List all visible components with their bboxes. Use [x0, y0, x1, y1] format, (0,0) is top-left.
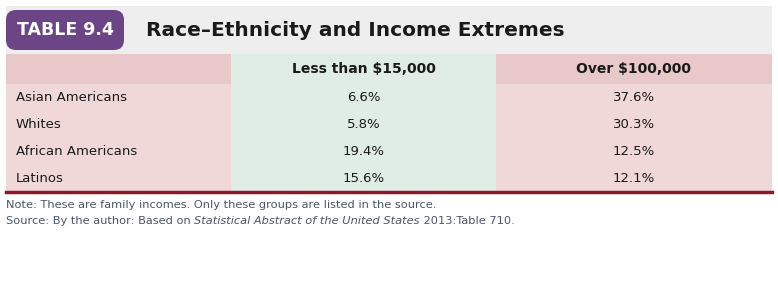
Text: 2013:Table 710.: 2013:Table 710. [420, 216, 514, 226]
FancyBboxPatch shape [6, 10, 124, 50]
Bar [231, 111, 496, 138]
Bar [6, 138, 231, 165]
Bar [6, 54, 231, 84]
Bar [231, 165, 496, 192]
Text: 6.6%: 6.6% [347, 91, 380, 104]
Bar [496, 165, 772, 192]
Bar [231, 138, 496, 165]
Text: Less than $15,000: Less than $15,000 [292, 62, 436, 76]
Text: Note: These are family incomes. Only these groups are listed in the source.: Note: These are family incomes. Only the… [6, 200, 436, 210]
Text: 12.1%: 12.1% [613, 172, 655, 185]
Bar [6, 84, 231, 111]
Text: 37.6%: 37.6% [613, 91, 655, 104]
Text: 30.3%: 30.3% [613, 118, 655, 131]
Text: 15.6%: 15.6% [342, 172, 384, 185]
Bar [6, 111, 231, 138]
Text: African Americans: African Americans [16, 145, 137, 158]
Bar [6, 6, 772, 54]
Text: Over $100,000: Over $100,000 [576, 62, 692, 76]
Bar [496, 54, 772, 84]
Text: 19.4%: 19.4% [342, 145, 384, 158]
Bar [496, 111, 772, 138]
Bar [231, 54, 496, 84]
Bar [496, 138, 772, 165]
Text: Whites: Whites [16, 118, 61, 131]
Text: Asian Americans: Asian Americans [16, 91, 127, 104]
Text: Race–Ethnicity and Income Extremes: Race–Ethnicity and Income Extremes [146, 21, 565, 39]
Bar [231, 84, 496, 111]
Text: 5.8%: 5.8% [347, 118, 380, 131]
Text: Latinos: Latinos [16, 172, 64, 185]
Text: Source: By the author: Based on: Source: By the author: Based on [6, 216, 194, 226]
Bar [6, 165, 231, 192]
Bar [496, 84, 772, 111]
Text: Statistical Abstract of the United States: Statistical Abstract of the United State… [194, 216, 420, 226]
Text: 12.5%: 12.5% [613, 145, 655, 158]
Text: TABLE 9.4: TABLE 9.4 [16, 21, 114, 39]
